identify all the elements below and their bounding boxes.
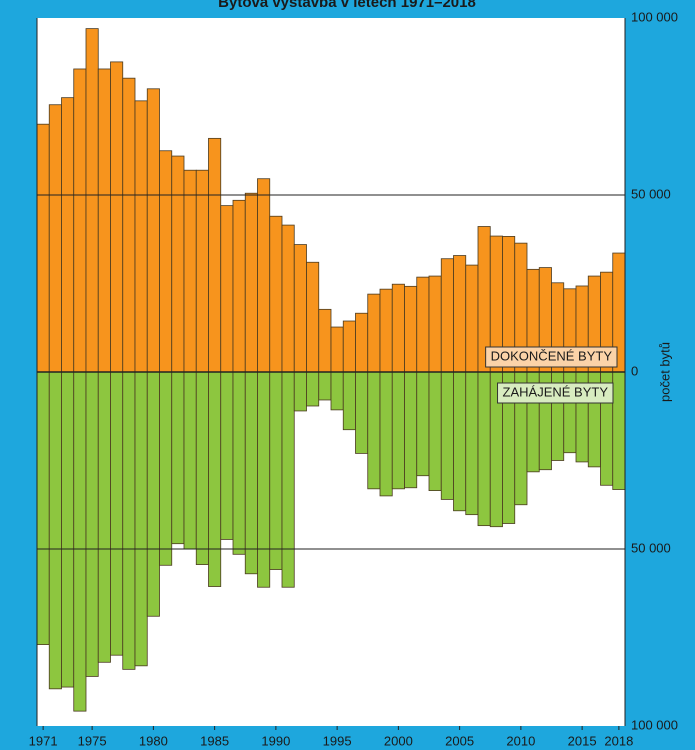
- chart-title: Bytová výstavba v letech 1971–2018: [218, 0, 476, 11]
- bar: [440, 258, 454, 373]
- bar: [134, 371, 148, 667]
- bar: [195, 169, 209, 373]
- bar: [391, 283, 405, 373]
- bar: [318, 308, 332, 373]
- bar: [110, 61, 124, 373]
- bar: [416, 276, 430, 373]
- bar: [208, 371, 222, 587]
- x-tick-label: 1995: [323, 733, 352, 748]
- bar: [73, 371, 87, 712]
- legend-box: [497, 382, 614, 404]
- bar: [183, 169, 197, 373]
- bar: [195, 371, 209, 565]
- bar: [122, 77, 136, 373]
- bar: [257, 371, 271, 588]
- y-tick-label: 0: [631, 363, 638, 378]
- bar: [355, 312, 369, 373]
- bar: [306, 261, 320, 373]
- legend-label: ZAHÁJENÉ BYTY: [503, 384, 609, 399]
- bar: [379, 371, 393, 497]
- y-axis-label: počet bytů: [657, 342, 672, 402]
- bar: [97, 371, 111, 663]
- y-tick-label: 50 000: [631, 186, 671, 201]
- bar: [146, 88, 160, 373]
- bar: [110, 371, 124, 656]
- bar: [61, 97, 75, 373]
- x-tick-label: 2005: [445, 733, 474, 748]
- bar: [269, 215, 283, 373]
- bar: [208, 137, 222, 373]
- bar: [232, 199, 246, 373]
- bar: [367, 293, 381, 373]
- bar: [36, 371, 50, 645]
- bar: [428, 275, 442, 373]
- x-tick-label: 1985: [200, 733, 229, 748]
- x-tick-label: 2018: [604, 733, 633, 748]
- bar: [269, 371, 283, 570]
- bar: [257, 178, 271, 373]
- bar: [85, 371, 99, 677]
- x-tick-label: 1975: [78, 733, 107, 748]
- bar: [244, 371, 258, 575]
- bar: [159, 150, 173, 373]
- bar: [440, 371, 454, 500]
- bar: [97, 68, 111, 373]
- bar: [232, 371, 246, 555]
- bar: [293, 371, 307, 412]
- y-tick-label: 50 000: [631, 540, 671, 555]
- bar: [244, 192, 258, 373]
- bar: [48, 104, 62, 373]
- bar: [318, 371, 332, 401]
- bar: [404, 285, 418, 373]
- bar: [428, 371, 442, 491]
- bar: [293, 244, 307, 373]
- bar: [122, 371, 136, 670]
- bar: [379, 288, 393, 373]
- bar: [465, 264, 479, 373]
- legend-label: DOKONČENÉ BYTY: [491, 348, 613, 363]
- bar: [330, 371, 344, 411]
- legend-box: [485, 346, 618, 368]
- bar: [85, 28, 99, 373]
- bar: [48, 371, 62, 690]
- bar: [453, 255, 467, 373]
- bar: [73, 68, 87, 373]
- x-tick-label: 2010: [506, 733, 535, 748]
- bar: [159, 371, 173, 566]
- bar: [146, 371, 160, 617]
- bar: [330, 326, 344, 373]
- x-tick-label: 1971: [29, 733, 58, 748]
- bar: [134, 100, 148, 373]
- bar: [36, 123, 50, 373]
- bar: [404, 371, 418, 489]
- bar: [342, 320, 356, 373]
- bar: [355, 371, 369, 454]
- bar: [220, 371, 234, 540]
- bar: [281, 224, 295, 373]
- x-tick-label: 2015: [568, 733, 597, 748]
- bar: [367, 371, 381, 490]
- bar: [453, 371, 467, 512]
- x-tick-label: 2000: [384, 733, 413, 748]
- x-tick-label: 1990: [261, 733, 290, 748]
- bar: [183, 371, 197, 550]
- bar: [477, 371, 491, 527]
- bar: [391, 371, 405, 490]
- y-tick-label: 100 000: [631, 717, 678, 732]
- y-tick-label: 100 000: [631, 9, 678, 24]
- bar: [171, 155, 185, 373]
- x-tick-label: 1980: [139, 733, 168, 748]
- bar: [220, 205, 234, 373]
- bar: [306, 371, 320, 407]
- bar: [171, 371, 185, 545]
- bar: [342, 371, 356, 431]
- bar: [61, 371, 75, 688]
- bar: [281, 371, 295, 588]
- bar: [612, 371, 626, 490]
- bar: [465, 371, 479, 516]
- bar: [416, 371, 430, 477]
